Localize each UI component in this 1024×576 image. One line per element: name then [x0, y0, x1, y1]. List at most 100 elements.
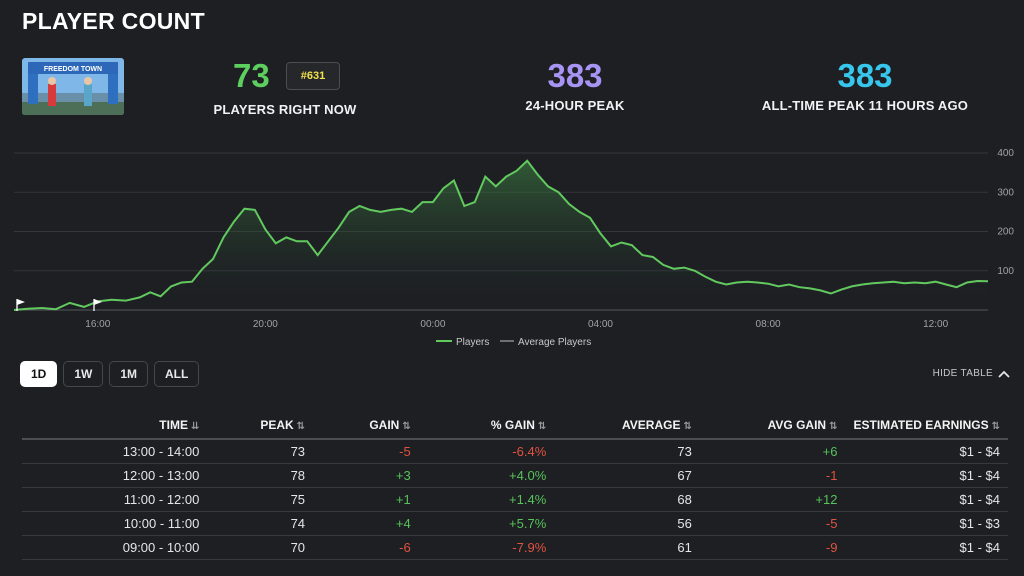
y-tick-label: 200 [997, 227, 1014, 238]
cell-gain: +4 [313, 511, 419, 536]
col-header-pct-gain-label: % GAIN [490, 418, 535, 432]
map-thumbnail-image: FREEDOM TOWN [22, 58, 124, 115]
col-header-average-label: AVERAGE [622, 418, 681, 432]
cell-avg-gain: +6 [699, 439, 846, 464]
cell-gain: -6 [313, 535, 419, 560]
page-title: PLAYER COUNT [22, 8, 205, 34]
24h-peak-label: 24-HOUR PEAK [525, 98, 625, 113]
players-area-fill [14, 160, 988, 310]
cell-average: 68 [554, 487, 700, 512]
cell-pct-gain: +5.7% [418, 511, 555, 536]
range-button-1m[interactable]: 1M [109, 361, 149, 387]
cell-gain: -5 [313, 439, 419, 464]
sort-desc-icon: ⇊ [190, 421, 200, 432]
cell-earnings: $1 - $3 [845, 511, 1008, 536]
cell-average: 56 [554, 511, 700, 536]
col-header-gain-label: GAIN [369, 418, 400, 432]
24h-peak-value: 383 [547, 57, 603, 94]
table-row: 11:00 - 12:00 75 +1 +1.4% 68 +12 $1 - $4 [22, 487, 1008, 512]
cell-pct-gain: +4.0% [418, 463, 555, 488]
col-header-pct-gain[interactable]: % GAIN ⇅ [418, 412, 555, 440]
cell-peak: 78 [207, 463, 314, 488]
col-header-gain[interactable]: GAIN ⇅ [313, 412, 419, 440]
cell-avg-gain: +12 [699, 487, 846, 512]
cell-gain: +1 [313, 487, 419, 512]
y-tick-label: 400 [997, 148, 1014, 159]
cell-average: 73 [554, 439, 700, 464]
cell-avg-gain: -1 [699, 463, 846, 488]
sort-icon: ⇅ [829, 421, 838, 432]
hide-table-button[interactable]: HIDE TABLE [933, 368, 1010, 379]
chart-svg[interactable]: 16:00 20:00 00:00 04:00 08:00 12:00 100 200 300… [0, 140, 1024, 360]
event-flag-icon[interactable] [16, 299, 25, 311]
cell-gain: +3 [313, 463, 419, 488]
cell-pct-gain: -7.9% [418, 535, 555, 560]
cell-average: 67 [554, 463, 700, 488]
alltime-peak-stat: 383 ALL-TIME PEAK 11 HOURS AGO [750, 57, 980, 114]
chart-legend: Players Average Players [436, 337, 591, 348]
table-row: 12:00 - 13:00 78 +3 +4.0% 67 -1 $1 - $4 [22, 463, 1008, 488]
chevron-up-icon [998, 370, 1010, 378]
cell-pct-gain: -6.4% [418, 439, 555, 464]
cell-earnings: $1 - $4 [845, 535, 1008, 560]
sort-icon: ⇅ [683, 421, 692, 432]
col-header-avg-gain[interactable]: AVG GAIN ⇅ [699, 412, 846, 440]
alltime-peak-value: 383 [837, 57, 893, 94]
col-header-average[interactable]: AVERAGE ⇅ [554, 412, 700, 440]
cell-pct-gain: +1.4% [418, 487, 555, 512]
col-header-earnings[interactable]: ESTIMATED EARNINGS ⇅ [845, 412, 1008, 440]
table-row: 13:00 - 14:00 73 -5 -6.4% 73 +6 $1 - $4 [22, 439, 1008, 464]
range-button-1d[interactable]: 1D [20, 361, 58, 387]
cell-avg-gain: -5 [699, 511, 846, 536]
current-players-value: 73 [233, 57, 270, 94]
rank-badge: #631 [286, 62, 340, 90]
col-header-earnings-label: ESTIMATED EARNINGS [853, 418, 989, 432]
cell-time: 10:00 - 11:00 [22, 511, 208, 536]
current-players-stat: 73 [205, 58, 305, 94]
sort-icon: ⇅ [402, 421, 411, 432]
cell-earnings: $1 - $4 [845, 487, 1008, 512]
legend-average-label: Average Players [518, 337, 591, 348]
current-players-label: PLAYERS RIGHT NOW [213, 102, 357, 117]
cell-time: 09:00 - 10:00 [22, 535, 208, 560]
player-count-table: TIME ⇊ PEAK ⇅ GAIN ⇅ % GAIN ⇅ AVERAGE ⇅ AVG G… [22, 412, 1008, 560]
sort-icon: ⇅ [296, 421, 306, 432]
hide-table-label: HIDE TABLE [932, 368, 993, 379]
cell-time: 12:00 - 13:00 [22, 463, 208, 488]
thumbnail-sign-text: FREEDOM TOWN [44, 66, 102, 73]
event-flag-icon[interactable] [93, 299, 102, 311]
cell-time: 11:00 - 12:00 [22, 487, 208, 512]
legend-players-label: Players [456, 337, 489, 348]
x-tick-label: 16:00 [85, 319, 110, 330]
cell-earnings: $1 - $4 [845, 463, 1008, 488]
x-tick-label: 00:00 [420, 319, 445, 330]
x-tick-label: 08:00 [756, 319, 781, 330]
range-button-all[interactable]: ALL [154, 361, 200, 387]
sort-icon: ⇅ [537, 421, 547, 432]
sort-icon: ⇅ [991, 421, 1000, 432]
table-row: 10:00 - 11:00 74 +4 +5.7% 56 -5 $1 - $3 [22, 511, 1008, 536]
alltime-peak-label: ALL-TIME PEAK 11 HOURS AGO [761, 98, 969, 113]
col-header-time-label: TIME [159, 418, 188, 432]
range-button-1w[interactable]: 1W [63, 361, 104, 387]
col-header-avg-gain-label: AVG GAIN [767, 418, 827, 432]
cell-earnings: $1 - $4 [845, 439, 1008, 464]
col-header-time[interactable]: TIME ⇊ [22, 412, 208, 440]
cell-avg-gain: -9 [699, 535, 846, 560]
cell-peak: 70 [207, 535, 314, 560]
x-tick-label: 12:00 [923, 319, 948, 330]
col-header-peak[interactable]: PEAK ⇅ [207, 412, 314, 440]
player-count-chart[interactable]: 16:00 20:00 00:00 04:00 08:00 12:00 100 200 300… [0, 140, 1024, 360]
24h-peak-stat: 383 24-HOUR PEAK [490, 57, 660, 114]
time-range-selector: 1D 1W 1M ALL [20, 361, 200, 387]
cell-average: 61 [554, 535, 700, 560]
table-header-row: TIME ⇊ PEAK ⇅ GAIN ⇅ % GAIN ⇅ AVERAGE ⇅ AVG G… [22, 412, 1008, 440]
y-tick-label: 100 [997, 266, 1014, 277]
cell-peak: 74 [207, 511, 314, 536]
cell-time: 13:00 - 14:00 [22, 439, 208, 464]
x-tick-label: 20:00 [253, 319, 278, 330]
cell-peak: 75 [207, 487, 314, 512]
col-header-peak-label: PEAK [260, 418, 294, 432]
cell-peak: 73 [207, 439, 314, 464]
x-tick-label: 04:00 [588, 319, 613, 330]
